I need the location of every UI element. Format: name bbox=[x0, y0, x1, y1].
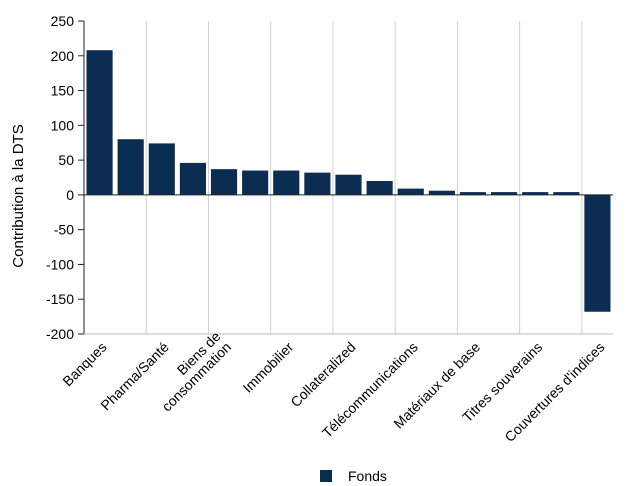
bar bbox=[553, 192, 580, 195]
bar bbox=[584, 194, 611, 312]
y-tick-label: -100 bbox=[46, 256, 74, 272]
y-tick-label: 150 bbox=[51, 83, 75, 99]
y-tick-label: 200 bbox=[51, 48, 75, 64]
bar bbox=[86, 50, 113, 195]
bar bbox=[242, 170, 269, 195]
y-tick-label: 0 bbox=[66, 187, 74, 203]
bar bbox=[304, 172, 331, 195]
bar bbox=[335, 174, 362, 195]
bar bbox=[273, 170, 300, 195]
grid-lines bbox=[145, 21, 583, 334]
y-tick-label: -150 bbox=[46, 291, 74, 307]
y-tick-label: 50 bbox=[58, 152, 74, 168]
bar bbox=[117, 139, 144, 195]
legend: Fonds bbox=[320, 468, 387, 484]
bar bbox=[491, 192, 518, 195]
x-tick-label: Immobilier bbox=[239, 339, 296, 396]
x-tick-label: Banques bbox=[59, 339, 109, 389]
legend-label: Fonds bbox=[348, 468, 387, 484]
y-tick-label: -50 bbox=[54, 222, 74, 238]
bar bbox=[397, 188, 424, 195]
bar bbox=[179, 162, 206, 195]
y-tick-label: 100 bbox=[51, 117, 75, 133]
y-tick-labels: -200 -150 -100 -50 0 50 100 150 200 250 bbox=[46, 13, 84, 342]
bar bbox=[522, 192, 549, 195]
axes bbox=[83, 21, 613, 335]
bar bbox=[148, 143, 175, 195]
y-axis-label: Contribution à la DTS bbox=[10, 124, 27, 267]
y-tick-label: 250 bbox=[51, 13, 75, 29]
bars bbox=[86, 50, 611, 312]
bar bbox=[366, 180, 393, 195]
bar bbox=[210, 169, 238, 195]
y-tick-label: -200 bbox=[46, 326, 74, 342]
bar bbox=[459, 192, 487, 195]
bar bbox=[428, 190, 455, 195]
legend-swatch bbox=[320, 470, 332, 482]
